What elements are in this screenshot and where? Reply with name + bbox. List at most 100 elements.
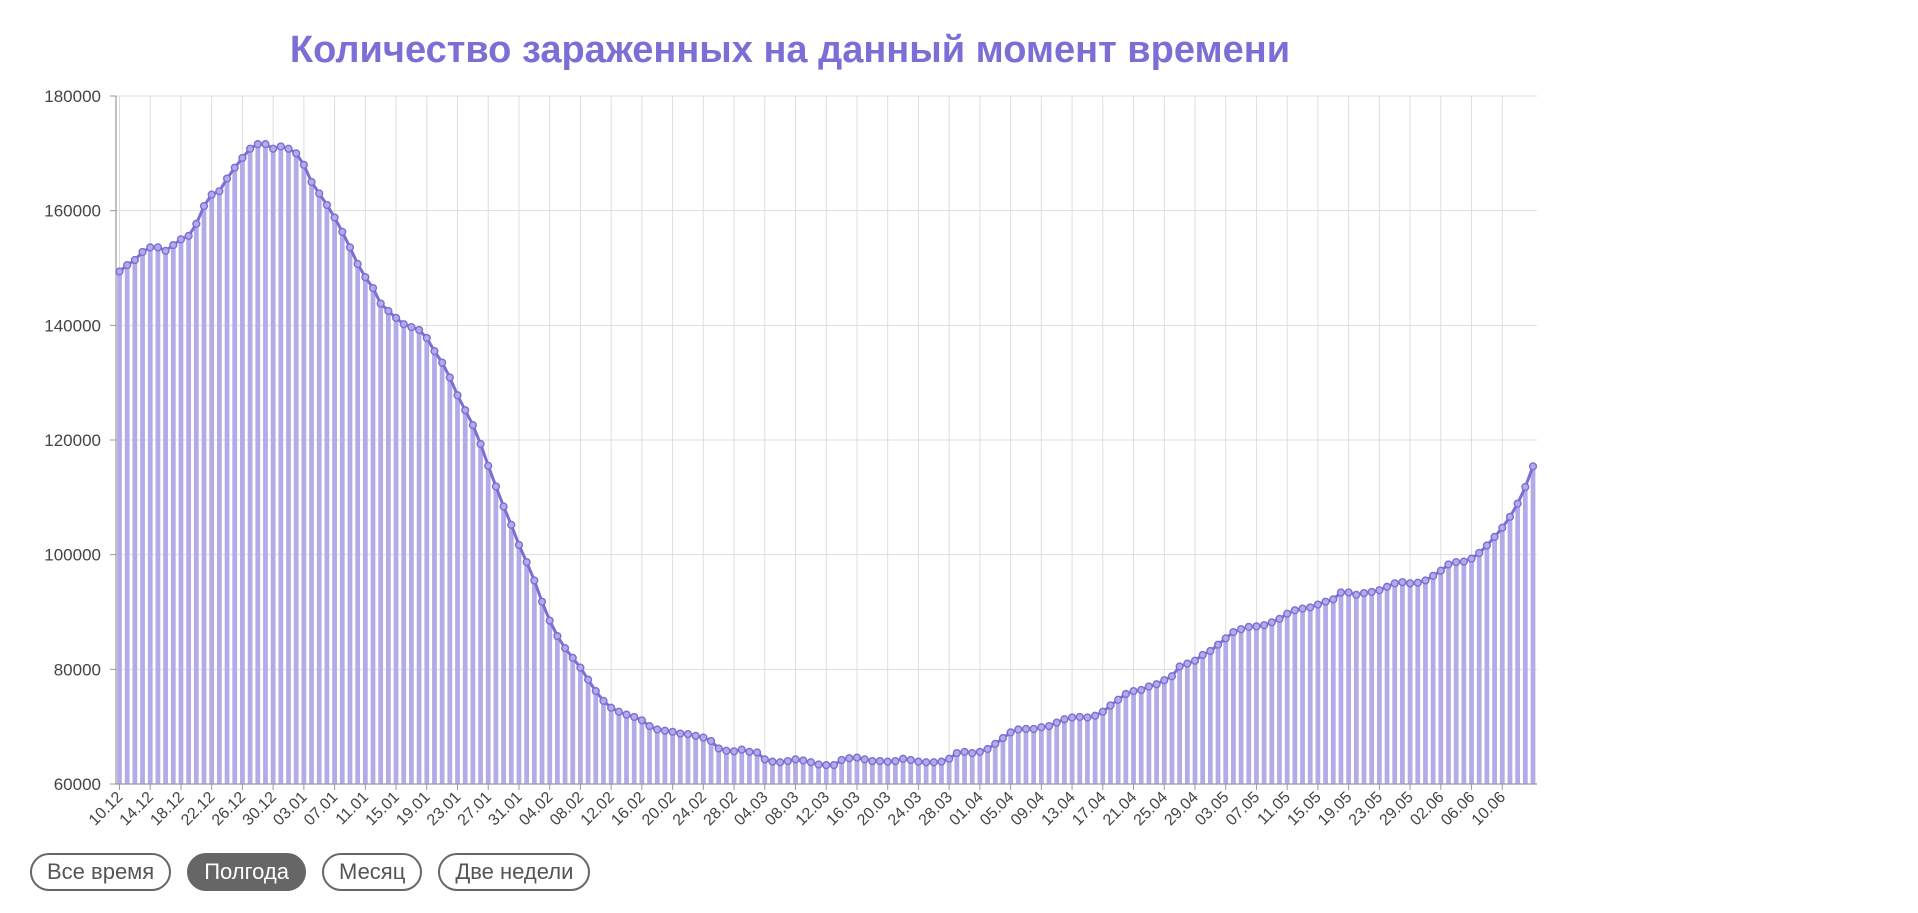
bar xyxy=(224,178,230,784)
bar xyxy=(216,191,222,784)
bar xyxy=(1392,583,1398,784)
data-point xyxy=(1021,724,1031,734)
x-tick-label: 10.06 xyxy=(1469,789,1509,829)
y-tick-label: 100000 xyxy=(44,546,101,565)
bar xyxy=(916,761,921,784)
bar xyxy=(1515,503,1521,784)
bar xyxy=(1154,684,1159,784)
data-point xyxy=(1498,523,1507,532)
bar xyxy=(339,231,345,784)
bar xyxy=(1323,601,1328,784)
data-point xyxy=(1329,595,1338,604)
data-point xyxy=(914,757,923,766)
data-point xyxy=(169,240,178,250)
bar xyxy=(293,153,299,785)
bar xyxy=(1476,552,1482,784)
data-point xyxy=(284,144,293,153)
data-point xyxy=(1390,579,1399,588)
bar xyxy=(1330,599,1336,784)
data-point xyxy=(269,144,278,153)
data-point xyxy=(1121,689,1130,699)
bar xyxy=(286,148,291,784)
data-point xyxy=(222,174,232,183)
bars xyxy=(117,144,1536,785)
range-month-button[interactable]: Месяц xyxy=(322,853,423,891)
x-tick-label: 04.02 xyxy=(516,789,556,829)
bar xyxy=(1346,592,1352,784)
bar xyxy=(1361,593,1367,784)
data-point xyxy=(960,747,969,756)
x-tick-label: 07.01 xyxy=(301,789,341,829)
bar xyxy=(946,758,952,784)
bar xyxy=(1284,613,1290,784)
bar xyxy=(439,362,445,784)
x-tick-label: 28.03 xyxy=(916,789,956,829)
data-point xyxy=(1175,662,1184,671)
x-tick-label: 18.12 xyxy=(147,789,187,829)
bar xyxy=(923,762,929,784)
bar xyxy=(1008,732,1014,784)
x-tick-label: 30.12 xyxy=(240,789,280,829)
range-all-time-button[interactable]: Все время xyxy=(30,853,172,891)
data-point xyxy=(1290,606,1299,615)
bar xyxy=(1292,610,1298,784)
data-point xyxy=(829,760,839,770)
bar xyxy=(647,726,652,784)
data-point xyxy=(1398,578,1407,587)
bar xyxy=(270,148,276,784)
data-point xyxy=(1067,713,1077,722)
data-point xyxy=(891,756,900,766)
bar xyxy=(693,735,699,784)
data-point xyxy=(1313,600,1323,609)
bar xyxy=(1054,722,1060,784)
bar xyxy=(332,217,337,785)
x-tick-label: 05.04 xyxy=(977,789,1017,829)
bar xyxy=(316,193,322,784)
x-tick-label: 07.05 xyxy=(1223,789,1263,829)
data-point xyxy=(261,140,270,149)
data-point xyxy=(146,243,155,252)
bar xyxy=(478,444,483,784)
data-point xyxy=(1091,711,1100,720)
bar xyxy=(1530,466,1536,784)
bar xyxy=(1461,561,1467,784)
bar xyxy=(616,711,622,784)
bar xyxy=(631,716,637,784)
bar xyxy=(839,759,844,784)
data-point xyxy=(545,616,554,625)
data-point xyxy=(653,725,662,734)
bar xyxy=(1131,691,1136,784)
x-tick-label: 15.01 xyxy=(363,789,403,829)
x-tick-label: 11.01 xyxy=(333,789,373,829)
bar xyxy=(401,324,407,784)
bar xyxy=(378,303,384,784)
range-two-weeks-button[interactable]: Две недели xyxy=(438,853,591,891)
data-point xyxy=(130,255,139,265)
bar xyxy=(1038,727,1044,784)
bar xyxy=(1423,580,1428,784)
data-point xyxy=(484,461,493,470)
bar xyxy=(240,157,245,785)
bar xyxy=(462,410,468,784)
x-tick-label: 27.01 xyxy=(455,789,495,829)
bar xyxy=(1031,728,1037,784)
bar xyxy=(508,524,514,784)
bar xyxy=(823,765,829,784)
bar xyxy=(409,327,414,784)
x-tick-label: 26.12 xyxy=(209,789,249,829)
bar xyxy=(301,164,307,785)
bar xyxy=(385,311,391,784)
data-point xyxy=(1475,548,1484,558)
data-point xyxy=(345,243,355,252)
data-point xyxy=(184,231,193,240)
data-point xyxy=(176,235,186,244)
data-point xyxy=(514,540,524,550)
bar xyxy=(900,758,906,784)
data-point xyxy=(576,663,585,672)
data-point xyxy=(1213,640,1223,649)
range-half-year-button[interactable]: Полгода xyxy=(187,853,306,891)
data-point xyxy=(468,420,477,430)
data-point xyxy=(499,502,508,511)
data-point xyxy=(922,758,931,767)
bar xyxy=(1146,686,1152,784)
